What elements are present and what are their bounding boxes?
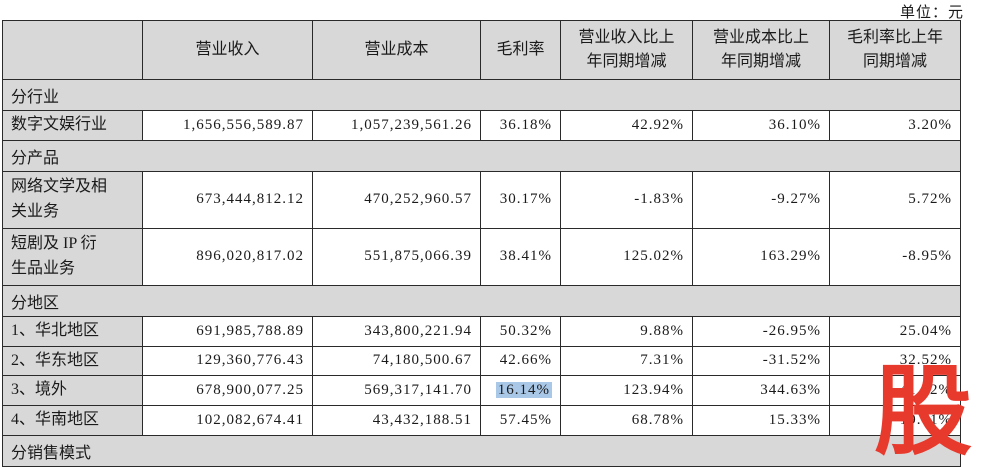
table-cell: 15.33%: [692, 405, 830, 436]
corner-header-cell: [2, 20, 143, 80]
table-cell: 36.10%: [692, 110, 830, 141]
unit-label: 单位：元: [899, 5, 964, 21]
table-cell: 551,875,066.39: [312, 227, 481, 286]
table-cell: 16.14%: [480, 375, 561, 407]
table-cell: 470,252,960.57: [312, 170, 481, 229]
column-header: 毛利率比上年同期增减: [829, 20, 961, 80]
table-cell: 25.04%: [829, 315, 961, 347]
table-row: 网络文学及相关业务 673,444,812.12 470,252,960.57 30.…: [2, 170, 961, 229]
column-header: 营业成本比上年同期增减: [692, 20, 830, 80]
table-row: 4、华南地区 102,082,674.41 43,432,188.51 57.45% 6…: [2, 405, 961, 436]
table-cell: 673,444,812.12: [142, 170, 313, 229]
table-cell: 569,317,141.70: [312, 375, 481, 407]
table-cell: 678,900,077.25: [142, 375, 313, 407]
table-row: 2、华东地区 129,360,776.43 74,180,500.67 42.66% 7…: [2, 345, 961, 377]
table-cell: -31.52%: [692, 345, 830, 377]
table-cell: 129,360,776.43: [142, 345, 313, 377]
table-cell: 5.72%: [829, 170, 961, 229]
table-cell: 691,985,788.89: [142, 315, 313, 347]
table-header-row: 营业收入 营业成本 毛利率 营业收入比上年同期增减 营业成本比上年同期增减 毛利率比上年同…: [2, 20, 961, 80]
table-cell: 74,180,500.67: [312, 345, 481, 377]
table-cell: -9.27%: [692, 170, 830, 229]
table-cell: 9.88%: [560, 315, 693, 347]
row-label: 短剧及 IP 衍生品业务: [2, 227, 143, 286]
table-cell: 30.17%: [480, 170, 561, 229]
section-label: 分行业: [2, 79, 961, 111]
table-cell: 42.92%: [560, 110, 693, 141]
table-cell: -8.95%: [829, 227, 961, 286]
column-header: 毛利率: [480, 20, 561, 80]
table-row: 1、华北地区 691,985,788.89 343,800,221.94 50.32%…: [2, 315, 961, 347]
table-cell: 38.41%: [480, 227, 561, 286]
section-row: 分行业: [2, 79, 961, 111]
table-cell: 32.52%: [829, 345, 961, 377]
row-label: 数字文娱行业: [2, 110, 143, 141]
table-cell: -41.62%: [829, 375, 961, 407]
column-header: 营业成本: [312, 20, 481, 80]
section-label: 分地区: [2, 284, 961, 317]
table-cell: 896,020,817.02: [142, 227, 313, 286]
table-cell: 50.32%: [480, 315, 561, 347]
table-cell: 343,800,221.94: [312, 315, 481, 347]
table-row: 3、境外 678,900,077.25 569,317,141.70 16.14% 12…: [2, 375, 961, 407]
table-row: 数字文娱行业 1,656,556,589.87 1,057,239,561.26 36…: [2, 110, 961, 141]
table-cell: 19.71%: [829, 405, 961, 436]
table-cell: 163.29%: [692, 227, 830, 286]
table-cell: 42.66%: [480, 345, 561, 377]
table-cell: 102,082,674.41: [142, 405, 313, 436]
table-cell: 3.20%: [829, 110, 961, 141]
table-cell: 43,432,188.51: [312, 405, 481, 436]
column-header: 营业收入: [142, 20, 313, 80]
row-label: 3、境外: [2, 375, 143, 407]
table-cell: -1.83%: [560, 170, 693, 229]
section-row: 分产品: [2, 139, 961, 172]
table-cell: 123.94%: [560, 375, 693, 407]
table-cell: 7.31%: [560, 345, 693, 377]
row-label: 2、华东地区: [2, 345, 143, 377]
table-cell: 344.63%: [692, 375, 830, 407]
row-label: 网络文学及相关业务: [2, 170, 143, 229]
table-cell: 125.02%: [560, 227, 693, 286]
table-cell: 36.18%: [480, 110, 561, 141]
section-row: 分地区: [2, 284, 961, 317]
row-label: 4、华南地区: [2, 405, 143, 436]
table-cell: 1,057,239,561.26: [312, 110, 481, 141]
table-cell: 1,656,556,589.87: [142, 110, 313, 141]
table-cell: 57.45%: [480, 405, 561, 436]
column-header: 营业收入比上年同期增减: [560, 20, 693, 80]
section-label: 分产品: [2, 139, 961, 172]
table-cell: 68.78%: [560, 405, 693, 436]
section-row: 分销售模式: [2, 434, 961, 467]
row-label: 1、华北地区: [2, 315, 143, 347]
selected-text-highlight[interactable]: 16.14%: [495, 382, 552, 399]
section-label: 分销售模式: [2, 434, 961, 467]
table-row: 短剧及 IP 衍生品业务 896,020,817.02 551,875,066.39…: [2, 227, 961, 286]
table-cell: -26.95%: [692, 315, 830, 347]
financial-table: 营业收入 营业成本 毛利率 营业收入比上年同期增减 营业成本比上年同期增减 毛利率比上年同…: [2, 20, 961, 467]
